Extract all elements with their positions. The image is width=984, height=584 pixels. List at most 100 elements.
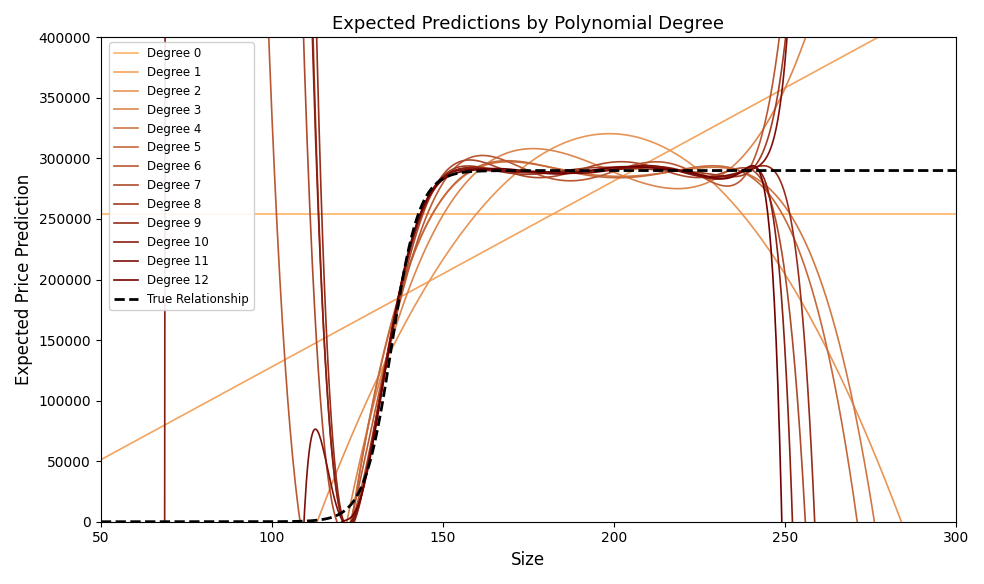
Line: Degree 7: Degree 7 <box>101 0 955 584</box>
Degree 6 <box>472 152 484 159</box>
Degree 3 <box>762 119 773 126</box>
Degree 2 <box>763 245 774 252</box>
Degree 1 <box>762 94 773 101</box>
Degree 8 <box>472 164 484 171</box>
Line: Degree 12: Degree 12 <box>101 166 955 584</box>
Degree 8 <box>763 133 774 140</box>
Degree 3 <box>441 206 453 213</box>
Degree 4 <box>471 165 483 172</box>
Degree 12 <box>746 162 758 169</box>
Degree 3 <box>682 185 694 192</box>
Degree 0 <box>471 210 483 217</box>
True Relationship <box>95 518 107 525</box>
Line: Degree 5: Degree 5 <box>101 161 955 584</box>
Degree 5 <box>763 190 774 197</box>
Degree 0 <box>950 210 961 217</box>
True Relationship <box>950 167 961 174</box>
Degree 10 <box>778 329 790 336</box>
Line: Degree 6: Degree 6 <box>101 0 955 584</box>
Degree 3 <box>777 89 789 96</box>
Y-axis label: Expected Price Prediction: Expected Price Prediction <box>15 174 33 385</box>
Line: Degree 8: Degree 8 <box>101 0 955 527</box>
Degree 11 <box>777 78 789 85</box>
Degree 4 <box>441 190 453 197</box>
Degree 5 <box>502 157 514 164</box>
Degree 6 <box>778 0 790 2</box>
Degree 7 <box>777 256 789 263</box>
Degree 12 <box>682 169 694 176</box>
Degree 2 <box>471 209 483 216</box>
Line: Degree 9: Degree 9 <box>101 0 955 584</box>
Degree 9 <box>762 163 773 170</box>
Degree 7 <box>471 157 483 164</box>
Title: Expected Predictions by Polynomial Degree: Expected Predictions by Polynomial Degre… <box>333 15 724 33</box>
Degree 5 <box>441 189 453 196</box>
Degree 11 <box>441 171 453 178</box>
Line: Degree 10: Degree 10 <box>101 0 955 584</box>
Degree 4 <box>778 201 790 208</box>
Degree 1 <box>95 456 107 463</box>
Degree 0 <box>777 210 789 217</box>
Line: Degree 11: Degree 11 <box>101 0 955 584</box>
Degree 2 <box>778 269 790 276</box>
X-axis label: Size: Size <box>512 551 545 569</box>
True Relationship <box>471 168 483 175</box>
Degree 8 <box>778 49 790 56</box>
Degree 5 <box>778 214 790 221</box>
Degree 8 <box>442 169 454 176</box>
True Relationship <box>182 518 194 525</box>
Degree 8 <box>683 168 695 175</box>
Degree 11 <box>682 170 694 177</box>
Degree 9 <box>777 184 789 191</box>
True Relationship <box>889 167 900 174</box>
Line: True Relationship: True Relationship <box>101 171 955 522</box>
True Relationship <box>441 173 453 180</box>
Degree 0 <box>762 210 773 217</box>
Degree 7 <box>441 167 453 174</box>
Degree 2 <box>441 251 453 258</box>
Line: Degree 1: Degree 1 <box>101 0 955 460</box>
Degree 7 <box>682 173 694 180</box>
Degree 11 <box>471 166 483 173</box>
Degree 10 <box>442 171 454 178</box>
Degree 1 <box>682 137 694 144</box>
Degree 2 <box>683 159 695 166</box>
Degree 1 <box>471 252 483 259</box>
Line: Degree 4: Degree 4 <box>101 162 955 584</box>
Degree 5 <box>471 164 483 171</box>
Degree 0 <box>95 210 107 217</box>
Degree 1 <box>777 85 789 92</box>
Degree 12 <box>763 217 774 224</box>
Degree 0 <box>441 210 453 217</box>
Degree 10 <box>472 165 484 172</box>
Degree 4 <box>683 166 695 173</box>
Degree 12 <box>441 174 453 181</box>
Degree 6 <box>442 173 454 180</box>
Line: Degree 3: Degree 3 <box>101 0 955 584</box>
Degree 8 <box>341 524 353 531</box>
Degree 3 <box>471 168 483 175</box>
Degree 1 <box>182 409 194 416</box>
True Relationship <box>682 167 694 174</box>
Degree 0 <box>682 210 694 217</box>
Degree 9 <box>682 169 694 176</box>
Degree 5 <box>683 165 695 172</box>
Degree 10 <box>763 189 774 196</box>
Degree 0 <box>182 210 194 217</box>
Degree 6 <box>763 103 774 110</box>
Degree 9 <box>471 164 483 171</box>
Legend: Degree 0, Degree 1, Degree 2, Degree 3, Degree 4, Degree 5, Degree 6, Degree 7, : Degree 0, Degree 1, Degree 2, Degree 3, … <box>109 42 254 310</box>
True Relationship <box>762 167 773 174</box>
True Relationship <box>777 167 789 174</box>
Degree 2 <box>603 130 615 137</box>
Degree 11 <box>762 152 773 159</box>
Degree 9 <box>441 172 453 179</box>
Degree 7 <box>762 189 773 196</box>
Degree 12 <box>471 166 483 173</box>
Line: Degree 2: Degree 2 <box>101 134 955 584</box>
Degree 1 <box>441 268 453 275</box>
Degree 4 <box>503 158 515 165</box>
Degree 6 <box>683 166 695 173</box>
Degree 4 <box>763 184 774 191</box>
Degree 10 <box>683 169 695 176</box>
